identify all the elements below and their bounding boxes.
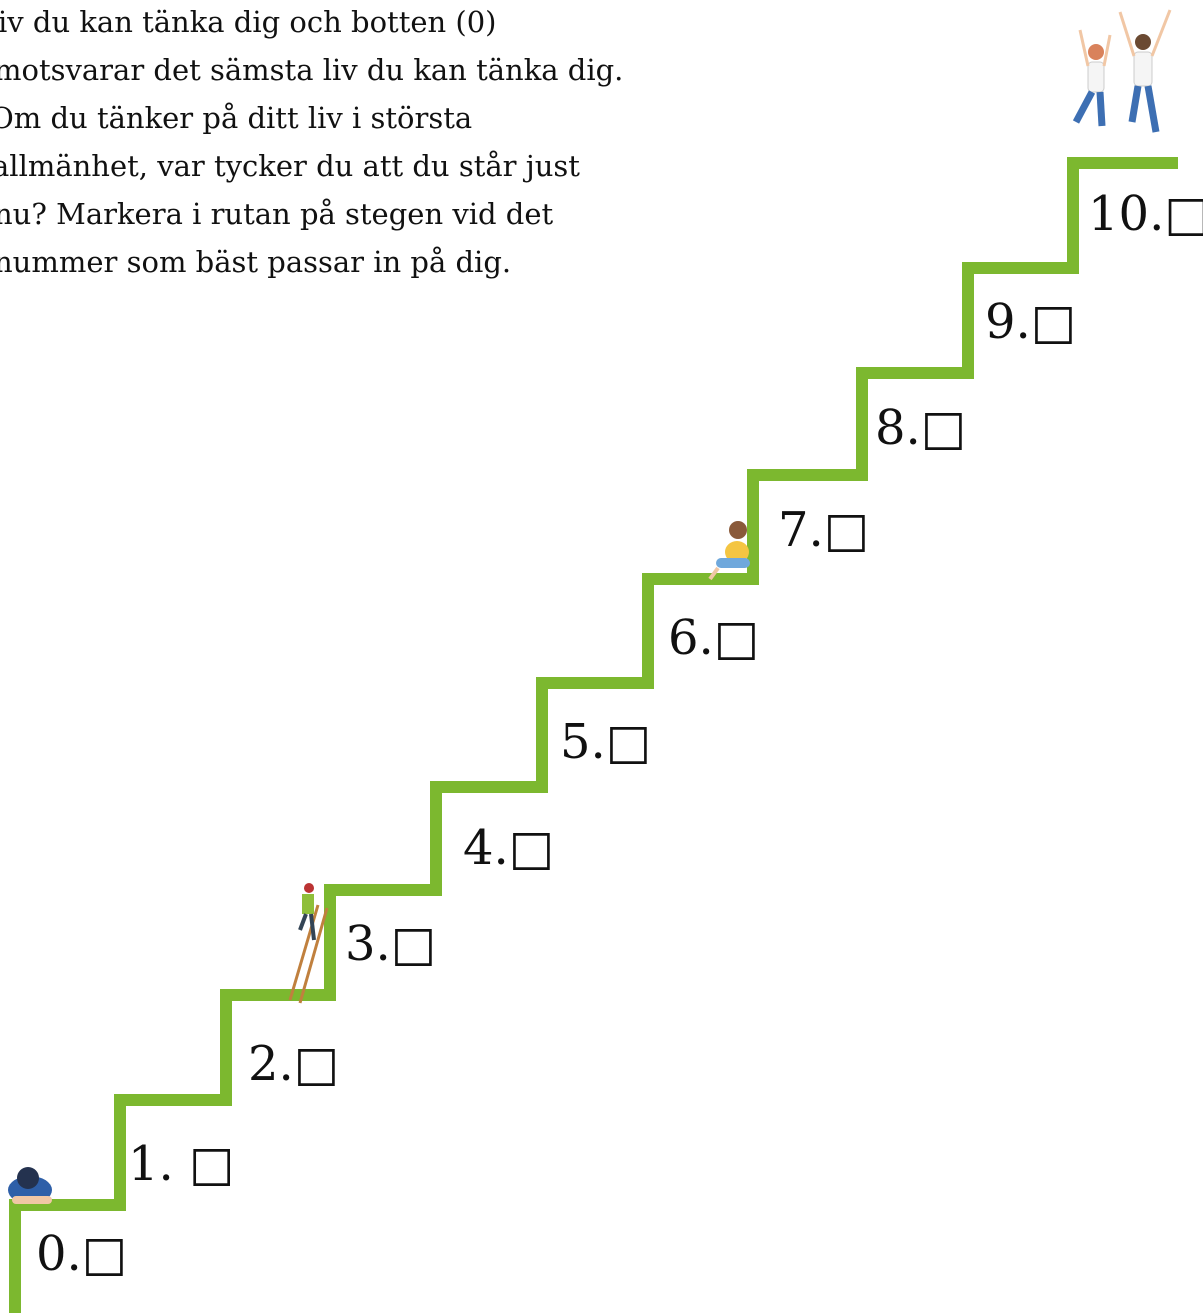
- ladder-diagram: iv du kan tänka dig och botten (0) motsv…: [0, 0, 1203, 1313]
- intro-line: nu? Markera i rutan på stegen vid det: [0, 197, 554, 231]
- page-body: iv du kan tänka dig och botten (0) motsv…: [0, 0, 1203, 1313]
- ladder-climber: [290, 883, 327, 1003]
- step-label: 2.□: [248, 1036, 339, 1092]
- step-label: 10.□: [1088, 186, 1203, 242]
- intro-text: iv du kan tänka dig och botten (0) motsv…: [0, 5, 623, 279]
- intro-line: nummer som bäst passar in på dig.: [0, 245, 511, 279]
- step-labels: 0.□ 1. □ 2.□ 3.□ 4.□ 5.□ 6.□ 7.□ 8.□ 9.□…: [36, 186, 1203, 1282]
- step-label: 1. □: [128, 1136, 234, 1192]
- step-label: 9.□: [985, 294, 1076, 350]
- step-label: 4.□: [463, 820, 554, 876]
- intro-line: motsvarar det sämsta liv du kan tänka di…: [0, 53, 623, 87]
- step-label: 6.□: [668, 610, 759, 666]
- intro-line: iv du kan tänka dig och botten (0): [0, 5, 496, 39]
- step-label: 8.□: [875, 400, 966, 456]
- step-label: 3.□: [345, 916, 436, 972]
- step-label: 5.□: [560, 714, 651, 770]
- intro-line: Om du tänker på ditt liv i största: [0, 101, 472, 135]
- sitting-girl: [710, 521, 750, 579]
- intro-line: allmänhet, var tycker du att du står jus…: [0, 149, 580, 183]
- step-label: 7.□: [778, 502, 869, 558]
- sad-person: [8, 1167, 52, 1204]
- page: {"instructions": {"lines": [ "iv du kan …: [0, 0, 1203, 1313]
- step-label: 0.□: [36, 1226, 127, 1282]
- jumping-couple: [1076, 10, 1170, 132]
